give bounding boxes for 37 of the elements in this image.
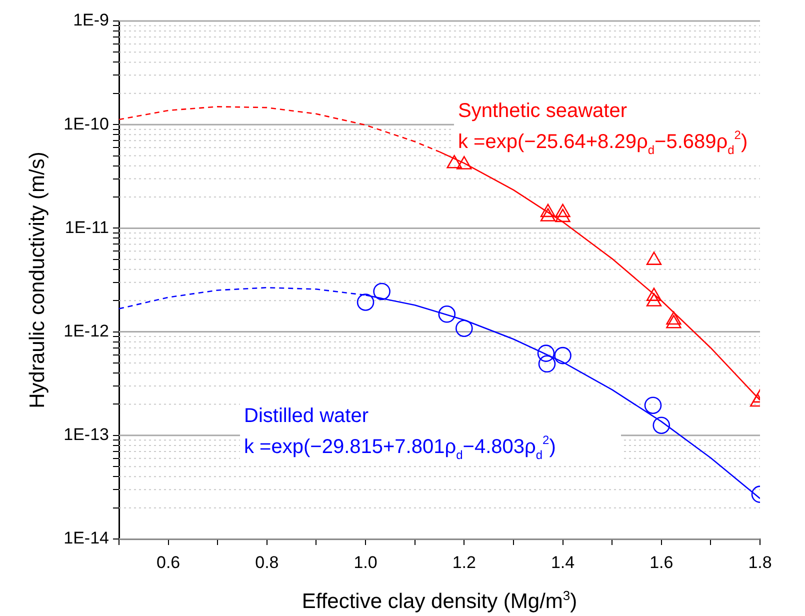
point <box>644 396 662 414</box>
y-tick-label: 1E-14 <box>64 528 109 548</box>
point <box>538 355 556 373</box>
point <box>646 288 662 301</box>
x-axis-title: Effective clay density (Mg/m$^{3}$) <box>300 588 578 614</box>
point <box>666 314 682 328</box>
x-tick-label: 1.6 <box>650 552 674 572</box>
x-tick-label: 1.0 <box>354 552 378 572</box>
point <box>456 320 473 337</box>
point <box>356 294 374 311</box>
point <box>555 208 570 222</box>
point <box>540 208 556 222</box>
text: Distilled water <box>244 405 369 427</box>
series-label: Synthetic seawater <box>458 100 628 122</box>
point <box>666 311 682 325</box>
x-tick-label: 1.8 <box>748 552 772 572</box>
y-axis-title: Hydraulic conductivity (m/s) <box>26 152 50 408</box>
x-tick-label: 0.8 <box>255 552 279 572</box>
point <box>446 154 462 168</box>
point <box>537 344 555 362</box>
point <box>373 282 390 300</box>
point <box>646 293 662 306</box>
point <box>438 306 456 323</box>
y-tick-label: 1E-12 <box>64 321 109 340</box>
point <box>555 204 570 218</box>
point <box>456 156 472 170</box>
point <box>540 204 556 218</box>
y-tick-label: 1E-11 <box>64 218 109 237</box>
x-tick-label: 0.6 <box>156 552 180 572</box>
x-tick-label: 1.2 <box>452 552 476 572</box>
point <box>554 346 572 364</box>
x-tick-label: 1.4 <box>550 552 575 572</box>
point <box>646 252 662 265</box>
y-tick-label: 1E-10 <box>64 114 109 134</box>
point <box>652 416 670 434</box>
y-tick-label: 1E-13 <box>64 425 109 444</box>
y-tick-label: 1E-9 <box>73 10 109 30</box>
